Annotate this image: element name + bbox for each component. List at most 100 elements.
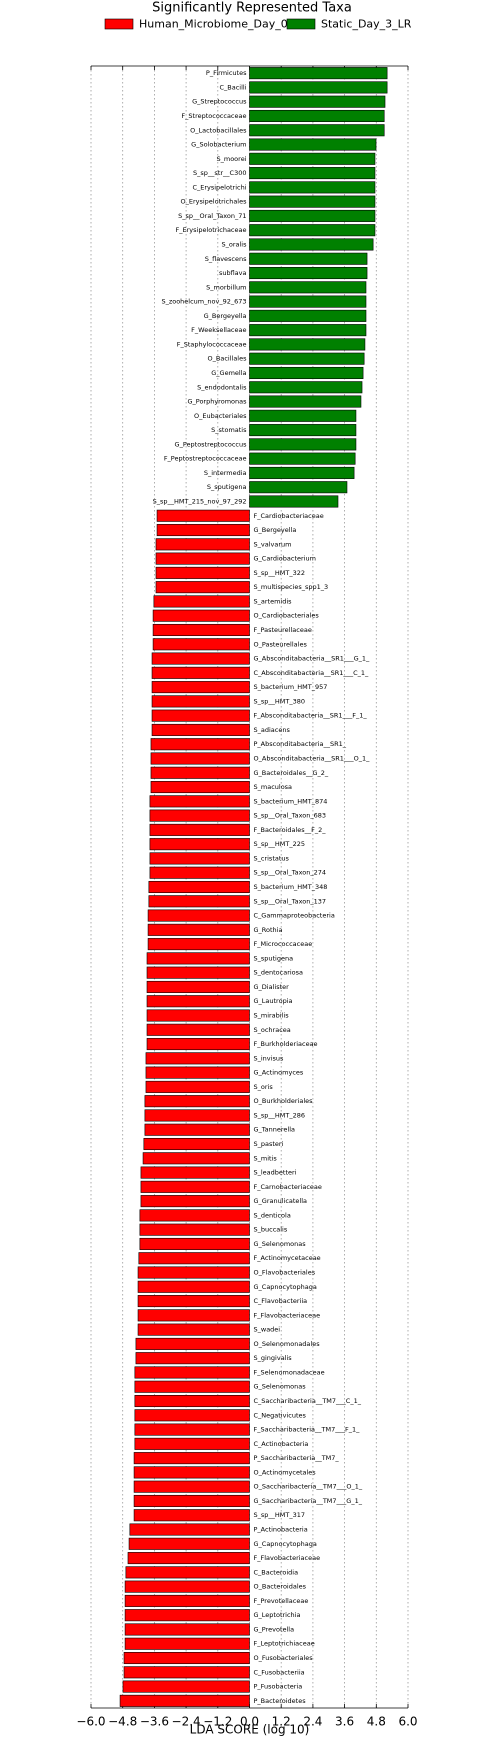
bar: [249, 109, 385, 122]
bar: [137, 1280, 250, 1293]
bar-label: G_Bergeyella: [254, 526, 297, 534]
bar: [122, 1680, 250, 1693]
bar-label: S_sp__HMT_317: [254, 1511, 306, 1519]
bar: [249, 138, 377, 151]
legend-swatch: [104, 18, 134, 30]
bar-label: C_Actinobacteria: [254, 1440, 309, 1448]
bar-label: G_Lautropia: [254, 997, 293, 1005]
bar-label: S_sp__Oral_Taxon_71: [178, 212, 246, 220]
bar: [124, 1637, 250, 1650]
bar-label: S_artemidis: [254, 597, 293, 605]
bar: [149, 866, 250, 879]
bar-label: F_Streptococcaceae: [181, 112, 246, 120]
bar-label: S_flavescens: [205, 255, 247, 263]
bar-label: S_zoohelcum_nov_92_673: [161, 298, 246, 306]
bar-label: C_Negativicutes: [254, 1411, 307, 1419]
bar-label: G_Absconditabacteria__SR1___G_1_: [254, 655, 371, 663]
x-tick-label: −3.6: [140, 1715, 169, 1729]
bar-label: S_ochracea: [254, 1026, 291, 1034]
bar: [146, 1009, 250, 1022]
bar-label: C_Fusobacteriia: [254, 1668, 305, 1676]
bar: [137, 1323, 250, 1336]
bar: [147, 923, 250, 936]
bar: [249, 167, 376, 180]
bar: [249, 495, 339, 508]
bar: [156, 524, 250, 537]
bar: [134, 1437, 250, 1450]
bar-label: S_adiacens: [254, 726, 291, 734]
bar-label: S_bacterium_HMT_874: [254, 797, 328, 805]
bar: [133, 1452, 250, 1465]
bar: [151, 723, 250, 736]
bar-label: O_Burkholderiales: [254, 1097, 314, 1105]
bar: [146, 995, 250, 1008]
bar: [125, 1566, 250, 1579]
bar: [140, 1180, 250, 1193]
legend-label: Static_Day_3_LR: [321, 18, 412, 31]
bar-label: F_Selenomonadaceae: [254, 1368, 325, 1376]
bar: [139, 1209, 250, 1222]
bar-label: G_Cardiobacterium: [254, 555, 316, 563]
bar-label: G_Actinomyces: [254, 1069, 304, 1077]
x-axis-label: LDA SCORE (log 10): [190, 1723, 310, 1737]
bar: [137, 1295, 250, 1308]
bar: [134, 1380, 250, 1393]
bar: [249, 395, 362, 408]
legend-swatch: [286, 18, 316, 30]
bar: [151, 681, 250, 694]
bar: [249, 267, 368, 280]
bar: [249, 224, 376, 237]
x-tick-label: 3.6: [335, 1715, 354, 1729]
bar: [149, 852, 250, 865]
bar: [249, 366, 364, 379]
bar: [151, 652, 250, 665]
bar: [151, 709, 250, 722]
bar: [144, 1109, 250, 1122]
bar-label: G_Granulicatella: [254, 1197, 308, 1205]
bar-label: O_Eubacteriales: [194, 412, 247, 420]
bar-label: F_Actinomycetaceae: [254, 1254, 321, 1262]
bar: [147, 909, 250, 922]
bar-label: F_Burkholderiaceae: [254, 1040, 318, 1048]
bar: [127, 1552, 250, 1565]
bar: [155, 552, 250, 565]
bar: [133, 1480, 250, 1493]
bar: [149, 795, 250, 808]
bar: [143, 1137, 250, 1151]
x-tick-label: 1.2: [272, 1715, 291, 1729]
bar-label: S_sp__HMT_225: [254, 840, 306, 848]
bar-label: O_Bacteroidales: [254, 1583, 307, 1591]
bar-label: O_Pasteurellales: [254, 640, 308, 648]
bar-label: O_Erysipelotrichales: [181, 198, 248, 206]
bar: [249, 281, 367, 294]
bar-label: S_moorei: [217, 155, 247, 163]
bar-label: G_Bergeyella: [204, 312, 247, 320]
chart-title: Significantly Represented Taxa: [152, 1, 352, 16]
x-tick-label: 4.8: [367, 1715, 386, 1729]
bar: [249, 152, 376, 165]
bar: [155, 566, 250, 579]
bar-label: P_Saccharibacteria__TM7_: [254, 1454, 340, 1462]
bar-label: F_Carnobacteriaceae: [254, 1183, 322, 1191]
bar-label: C_Flavobacteriia: [254, 1297, 308, 1305]
bar-label: F_Prevotellaceae: [254, 1597, 309, 1605]
bar: [124, 1623, 250, 1636]
bar: [137, 1266, 250, 1279]
bar: [152, 638, 250, 651]
bar: [249, 438, 357, 451]
bar-label: G_Bacteroidales__G_2_: [254, 769, 329, 777]
bar: [149, 809, 250, 822]
bar: [249, 124, 385, 137]
bar: [133, 1466, 250, 1479]
bar-label: G_Prevotella: [254, 1625, 295, 1633]
bar: [134, 1423, 250, 1436]
bar: [150, 752, 250, 765]
bar-label: G_Rothia: [254, 926, 283, 934]
bar: [152, 623, 250, 637]
bar: [128, 1537, 250, 1550]
bar: [152, 609, 250, 622]
bar: [249, 352, 365, 365]
bar: [150, 738, 250, 751]
bar-label: P_Actinobacteria: [254, 1526, 308, 1534]
